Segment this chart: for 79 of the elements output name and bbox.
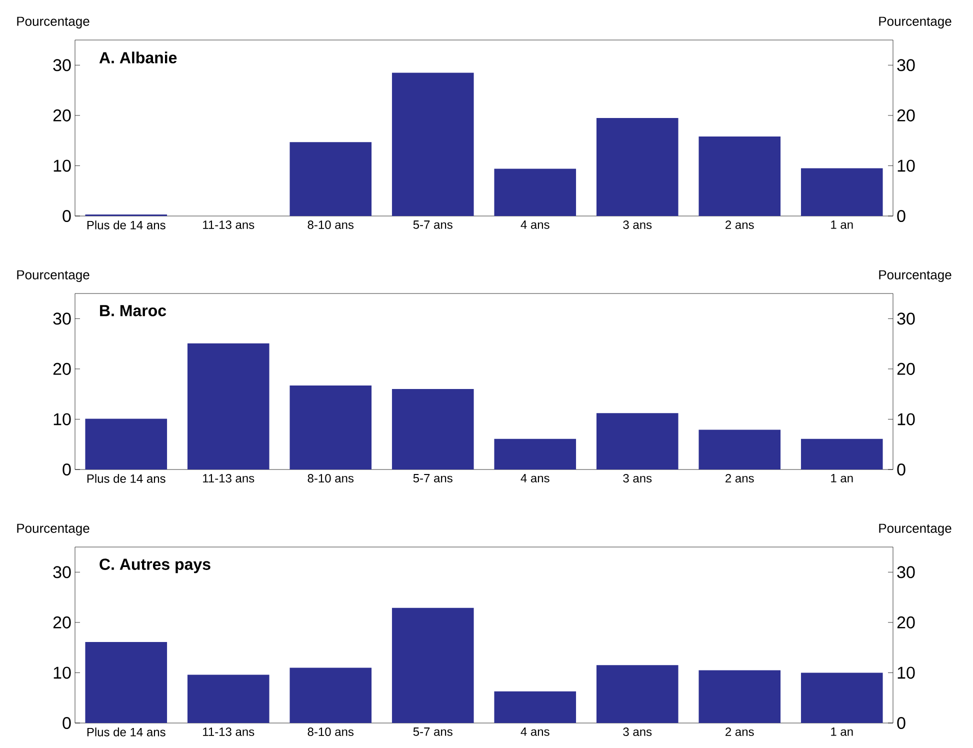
y-tick-label: 0 [62,463,71,476]
y2-tick-label: 10 [898,666,915,679]
y2-tick-label: 0 [897,210,906,222]
x-tick-label: 5-7 ans [413,728,452,736]
x-tick-label: 2 ans [726,474,754,483]
text: B. Maroc [100,305,166,316]
x-tick-label: 4 ans [520,220,550,229]
bar [290,668,372,724]
bar [290,142,372,216]
x-tick-label: 1 an [831,220,853,229]
y-tick-label: 30 [53,59,71,72]
y2-axis-title: Pourcentage [879,270,952,282]
bar [494,691,576,724]
x-tick-label: Plus de 14 ans [87,474,166,483]
y2-tick-label: 0 [897,463,906,476]
x-tick-label: Plus de 14 ans [87,220,166,230]
bar [85,642,168,724]
bar [290,386,372,470]
bar [187,674,270,724]
bar [800,168,883,216]
x-tick-label: 1 an [831,474,853,482]
y-axis-title: Pourcentage [17,16,90,28]
y2-tick-label: 20 [897,362,915,375]
x-tick-label: 3 ans [623,728,652,736]
y-tick-label: 20 [53,362,71,375]
bar [800,438,883,470]
y2-tick-label: 30 [897,312,915,325]
x-tick-label: 3 ans [623,474,652,483]
x-tick-label: 2 ans [726,728,754,736]
y-tick-label: 30 [53,566,71,578]
y-tick-label: 10 [54,666,71,679]
y2-tick-label: 0 [897,716,906,730]
x-tick-label: 4 ans [520,728,550,736]
x-tick-label: 4 ans [520,474,550,482]
x-tick-label: 1 an [831,728,853,736]
bar [494,438,576,470]
text: C. Autres pays [100,558,210,574]
y2-axis-title: Pourcentage [879,524,952,536]
y2-axis-title: Pourcentage [879,16,952,28]
bar [596,413,678,470]
y-tick-label: 10 [54,413,71,426]
bar [698,136,781,216]
x-tick-label: 8-10 ans [308,728,354,736]
bar [392,608,474,724]
bar [596,665,678,724]
x-tick-label: 11-13 ans [203,220,254,230]
y-tick-label: 20 [53,109,71,122]
x-tick-label: Plus de 14 ans [87,728,166,736]
y-tick-label: 0 [62,716,71,730]
text: A. Albanie [99,52,177,64]
x-tick-label: 5-7 ans [413,474,452,482]
x-tick-label: 11-13 ans [203,728,254,736]
bar [392,72,474,216]
y2-tick-label: 30 [897,59,915,72]
x-tick-label: 11-13 ans [203,474,254,483]
y2-tick-label: 10 [898,160,915,172]
y-axis-title: Pourcentage [17,270,90,282]
bar [698,670,781,724]
x-tick-label: 8-10 ans [308,220,354,230]
x-tick-label: 8-10 ans [308,474,354,483]
y2-tick-label: 20 [897,109,915,122]
y-tick-label: 30 [53,312,71,325]
x-tick-label: 5-7 ans [413,220,452,229]
bar [187,343,270,470]
x-tick-label: 2 ans [726,220,754,230]
y-axis-title: Pourcentage [17,524,90,536]
y2-tick-label: 10 [898,413,915,426]
bar [392,389,474,470]
bar [596,118,678,216]
y-tick-label: 10 [54,160,71,172]
bar [494,168,576,216]
x-tick-label: 3 ans [623,220,652,230]
y2-tick-label: 30 [897,566,915,578]
y-tick-label: 0 [62,210,71,222]
bar [698,430,781,470]
bar [800,672,883,724]
bar [85,418,168,470]
y2-tick-label: 20 [897,616,915,628]
y-tick-label: 20 [53,616,71,628]
